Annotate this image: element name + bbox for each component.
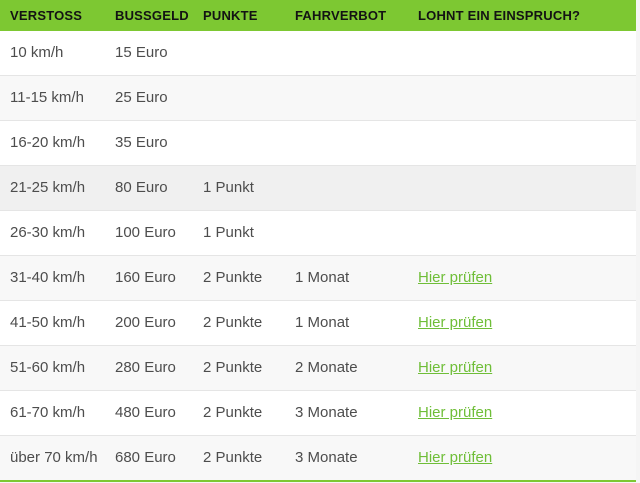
cell-einspruch: Hier prüfen [418,435,636,480]
table-row: 21-25 km/h 80 Euro 1 Punkt [0,165,636,211]
cell-einspruch [418,75,636,121]
hier-pruefen-link[interactable]: Hier prüfen [418,314,493,331]
cell-verstoss: über 70 km/h [0,435,115,480]
cell-bussgeld: 35 Euro [115,120,203,166]
cell-punkte: 2 Punkte [203,345,295,391]
cell-bussgeld: 200 Euro [115,300,203,346]
cell-einspruch [418,165,636,211]
cell-bussgeld: 680 Euro [115,435,203,480]
hier-pruefen-link[interactable]: Hier prüfen [418,269,493,286]
header-row: VERSTOSS BUSSGELD PUNKTE FAHRVERBOT LOHN… [0,0,636,31]
cell-verstoss: 31-40 km/h [0,255,115,301]
cell-bussgeld: 280 Euro [115,345,203,391]
cell-punkte [203,31,295,76]
table-row: 41-50 km/h 200 Euro 2 Punkte 1 Monat Hier pr… [0,300,636,346]
cell-bussgeld: 160 Euro [115,255,203,301]
cell-verstoss: 10 km/h [10,44,64,61]
cell-punkte: 2 Punkte [203,390,295,436]
table-row: 61-70 km/h 480 Euro 2 Punkte 3 Monate Hier p… [0,390,636,436]
cell-fahrverbot [295,75,418,121]
cell-fahrverbot [295,165,418,211]
table-row: 11-15 km/h 25 Euro [0,75,636,121]
cell-punkte [203,120,295,166]
cell-fahrverbot: 2 Monate [295,345,418,391]
cell-einspruch [418,31,636,76]
table-header: VERSTOSS BUSSGELD PUNKTE FAHRVERBOT LOHN… [0,0,636,31]
cell-fahrverbot: 3 Monate [295,435,418,480]
cell-bussgeld: 100 Euro [115,210,203,256]
cell-verstoss: 26-30 km/h [0,210,115,256]
cell-verstoss: 51-60 km/h [0,345,115,391]
cell-punkte: 2 Punkte [203,435,295,480]
table-row: 10 km/h 15 Euro [0,31,636,76]
cell-fahrverbot: 3 Monate [295,390,418,436]
cell-einspruch [418,120,636,166]
cell-bussgeld: 15 Euro [115,44,168,61]
cell-verstoss: 16-20 km/h [0,120,115,166]
hier-pruefen-link[interactable]: Hier prüfen [418,449,493,466]
cell-bussgeld: 480 Euro [115,390,203,436]
cell-fahrverbot [295,210,418,256]
cell-bussgeld: 80 Euro [115,165,203,211]
cell-bussgeld: 25 Euro [115,75,203,121]
table-row: 51-60 km/h 280 Euro 2 Punkte 2 Monate Hier p… [0,345,636,391]
cell-verstoss: 61-70 km/h [0,390,115,436]
cell-einspruch: Hier prüfen [418,255,636,301]
col-header-bussgeld: BUSSGELD [115,0,203,31]
table-row: 16-20 km/h 35 Euro [0,120,636,166]
cell-punkte [203,75,295,121]
cell-punkte: 2 Punkte [203,255,295,301]
col-header-einspruch: LOHNT EIN EINSPRUCH? [418,0,636,31]
table-row: 26-30 km/h 100 Euro 1 Punkt [0,210,636,256]
table-body: 10 km/h 15 Euro 11-15 km/h 25 Euro 16-20 km/… [0,31,636,480]
cell-verstoss: 41-50 km/h [0,300,115,346]
cell-einspruch: Hier prüfen [418,300,636,346]
cell-fahrverbot [295,120,418,166]
hier-pruefen-link[interactable]: Hier prüfen [418,359,493,376]
cell-einspruch [418,210,636,256]
cell-fahrverbot: 1 Monat [295,300,418,346]
cell-einspruch: Hier prüfen [418,390,636,436]
cell-verstoss: 21-25 km/h [0,165,115,211]
cell-verstoss: 11-15 km/h [0,75,115,121]
cell-punkte: 1 Punkt [203,165,295,211]
cell-fahrverbot: 1 Monat [295,255,418,301]
table-row: 31-40 km/h 160 Euro 2 Punkte 1 Monat Hier pr… [0,255,636,301]
table-row: über 70 km/h 680 Euro 2 Punkte 3 Monate Hier… [0,435,636,480]
col-header-verstoss: VERSTOSS [0,0,115,31]
col-header-punkte: PUNKTE [203,0,295,31]
cell-punkte: 2 Punkte [203,300,295,346]
col-header-fahrverbot: FAHRVERBOT [295,0,418,31]
cell-punkte: 1 Punkt [203,210,295,256]
hier-pruefen-link[interactable]: Hier prüfen [418,404,493,421]
cell-fahrverbot [295,31,418,76]
cell-einspruch: Hier prüfen [418,345,636,391]
